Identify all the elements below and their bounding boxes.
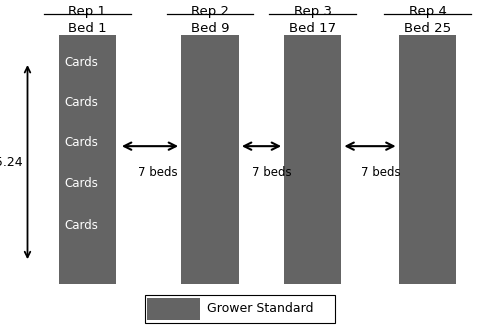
Text: Rep 2: Rep 2 [191,5,229,18]
Text: Bed 25: Bed 25 [404,22,451,35]
Text: Cards: Cards [65,56,98,69]
Text: Rep 3: Rep 3 [294,5,332,18]
Text: Grower Standard: Grower Standard [207,302,314,315]
Text: Rep 4: Rep 4 [408,5,447,18]
Text: Bed 9: Bed 9 [191,22,229,35]
Bar [147,298,200,320]
Text: 7 beds: 7 beds [361,166,401,179]
Bar [399,35,456,284]
Bar [181,35,239,284]
Bar [284,35,341,284]
Bar [145,295,335,323]
Text: 7 beds: 7 beds [138,166,177,179]
Text: Rep 1: Rep 1 [68,5,106,18]
Text: Cards: Cards [65,219,98,232]
Text: Cards: Cards [65,177,98,190]
Text: Bed 1: Bed 1 [68,22,107,35]
Text: Cards: Cards [65,96,98,109]
Text: Cards: Cards [65,136,98,149]
Text: 15.24: 15.24 [0,156,24,169]
Text: 7 beds: 7 beds [252,166,292,179]
Bar [59,35,116,284]
Text: Bed 17: Bed 17 [289,22,336,35]
